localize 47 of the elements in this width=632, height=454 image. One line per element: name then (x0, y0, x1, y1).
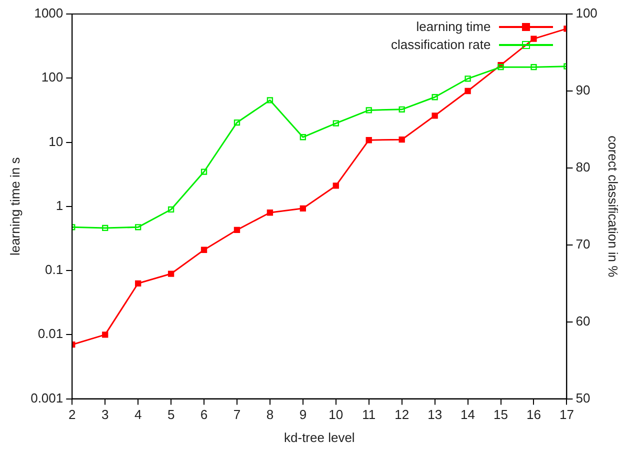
x-tick-label: 14 (460, 407, 476, 422)
point (234, 226, 240, 233)
point (332, 182, 339, 189)
y2-tick-label: 90 (576, 82, 590, 98)
x-tick-label: 15 (494, 407, 508, 422)
point (200, 246, 208, 253)
x-tick-label: 12 (394, 407, 410, 422)
x-tick-label: 8 (266, 407, 274, 422)
point (168, 270, 174, 277)
y-tick-label: 10 (48, 134, 64, 149)
point (432, 112, 438, 119)
y-tick-label: 1000 (34, 6, 64, 21)
y2-tick-label: 100 (576, 6, 598, 21)
y2-tick-label: 50 (576, 390, 590, 406)
x-tick-label: 5 (167, 407, 175, 422)
x-tick-label: 17 (559, 407, 574, 422)
point (530, 36, 537, 42)
y-axis-title: learning time in s (7, 156, 22, 256)
x-tick-label: 4 (134, 407, 142, 422)
y2-axis-title: corect classification in % (606, 136, 621, 278)
x-axis-title: kd-tree level (284, 430, 355, 445)
point (398, 136, 405, 143)
y-tick-label: 0.01 (38, 326, 64, 342)
y-tick-label: 0.1 (45, 262, 64, 278)
x-tick-label: 6 (200, 407, 208, 422)
y2-tick-label: 60 (576, 313, 590, 328)
x-tick-label: 13 (428, 407, 442, 422)
point (366, 137, 372, 144)
y2-tick-label: 70 (576, 236, 590, 252)
x-tick-label: 7 (233, 407, 241, 422)
x-tick-label: 9 (299, 407, 307, 422)
x-tick-label: 11 (362, 407, 376, 422)
y-tick-label: 0.001 (30, 390, 64, 406)
legend-label: classification rate (391, 36, 491, 54)
point (266, 210, 274, 216)
y-tick-label: 100 (41, 70, 64, 85)
x-tick-label: 3 (101, 407, 109, 422)
x-tick-label: 10 (328, 407, 344, 422)
point (102, 332, 108, 338)
y2-tick-label: 80 (576, 160, 590, 174)
point (300, 205, 306, 212)
x-tick-label: 2 (68, 407, 76, 422)
y-tick-label: 1 (56, 198, 64, 213)
point (135, 280, 142, 286)
x-tick-label: 16 (526, 407, 541, 422)
legend-label: learning time (416, 18, 491, 36)
point (464, 88, 471, 94)
